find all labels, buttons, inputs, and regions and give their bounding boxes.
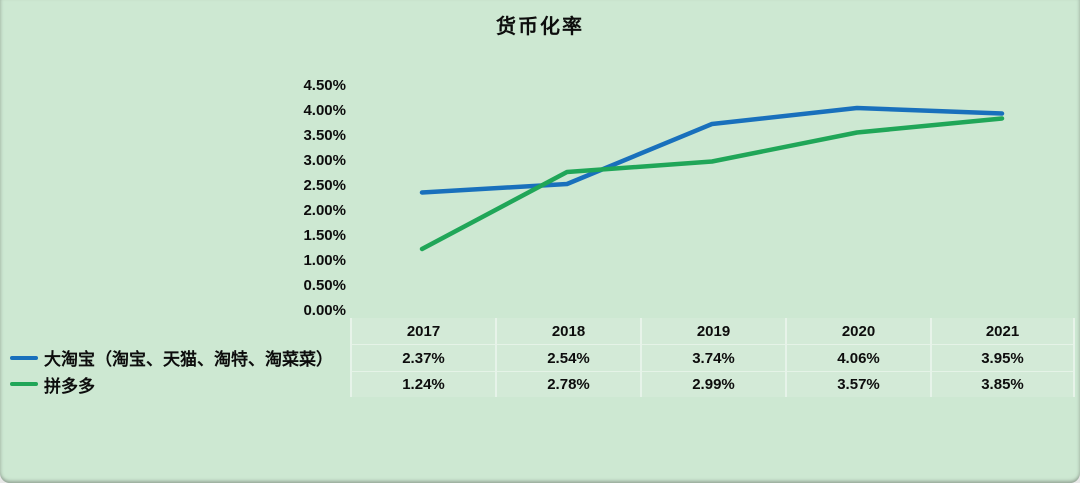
column-header-year: 2019 — [640, 318, 785, 344]
y-axis-tick-label: 0.00% — [303, 302, 346, 319]
chart-title: 货币化率 — [496, 16, 584, 38]
y-axis-tick-label: 3.50% — [303, 127, 346, 144]
table-cell-value: 3.74% — [640, 344, 785, 371]
table-cell-value: 3.57% — [785, 371, 930, 397]
legend-label: 拼多多 — [44, 376, 95, 396]
table-cell-value: 2.37% — [350, 344, 495, 371]
series-line — [419, 116, 1005, 252]
legend-line-icon — [10, 355, 38, 360]
column-header-year: 2021 — [930, 318, 1075, 344]
table-cell-value: 3.85% — [930, 371, 1075, 397]
y-axis-tick-label: 2.50% — [303, 177, 346, 194]
y-axis-tick-label: 1.50% — [303, 227, 346, 244]
line-plot — [419, 105, 1005, 252]
legend-label: 大淘宝（淘宝、天猫、淘特、淘菜菜） — [44, 350, 333, 369]
legend-line-icon — [10, 382, 38, 386]
column-header-year: 2018 — [495, 318, 640, 344]
y-axis-tick-label: 0.50% — [303, 277, 346, 294]
table-cell-value: 1.24% — [350, 371, 495, 397]
table-cell-value: 2.99% — [640, 371, 785, 397]
y-axis-tick-label: 1.00% — [303, 252, 346, 269]
y-axis-tick-label: 2.00% — [303, 202, 346, 219]
y-axis-labels: 4.50% 4.00% 3.50% 3.00% 2.50% 2.00% 1.50% 1.00%… — [0, 0, 350, 330]
y-axis-tick-label: 3.00% — [303, 152, 346, 169]
legend-item: 拼多多 — [0, 371, 350, 397]
y-axis-tick-label: 4.00% — [303, 102, 346, 119]
data-table: 2017 2018 2019 2020 2021 大淘宝（淘宝、天猫、淘特、淘菜菜） 2.3… — [0, 318, 1075, 397]
table-cell-value: 2.54% — [495, 344, 640, 371]
table-cell-value: 2.78% — [495, 371, 640, 397]
legend-item: 大淘宝（淘宝、天猫、淘特、淘菜菜） — [0, 344, 350, 371]
table-corner-spacer — [0, 318, 350, 344]
series-line — [419, 105, 1005, 195]
table-cell-value: 4.06% — [785, 344, 930, 371]
column-header-year: 2020 — [785, 318, 930, 344]
column-header-year: 2017 — [350, 318, 495, 344]
y-axis-tick-label: 4.50% — [303, 77, 346, 94]
table-cell-value: 3.95% — [930, 344, 1075, 371]
